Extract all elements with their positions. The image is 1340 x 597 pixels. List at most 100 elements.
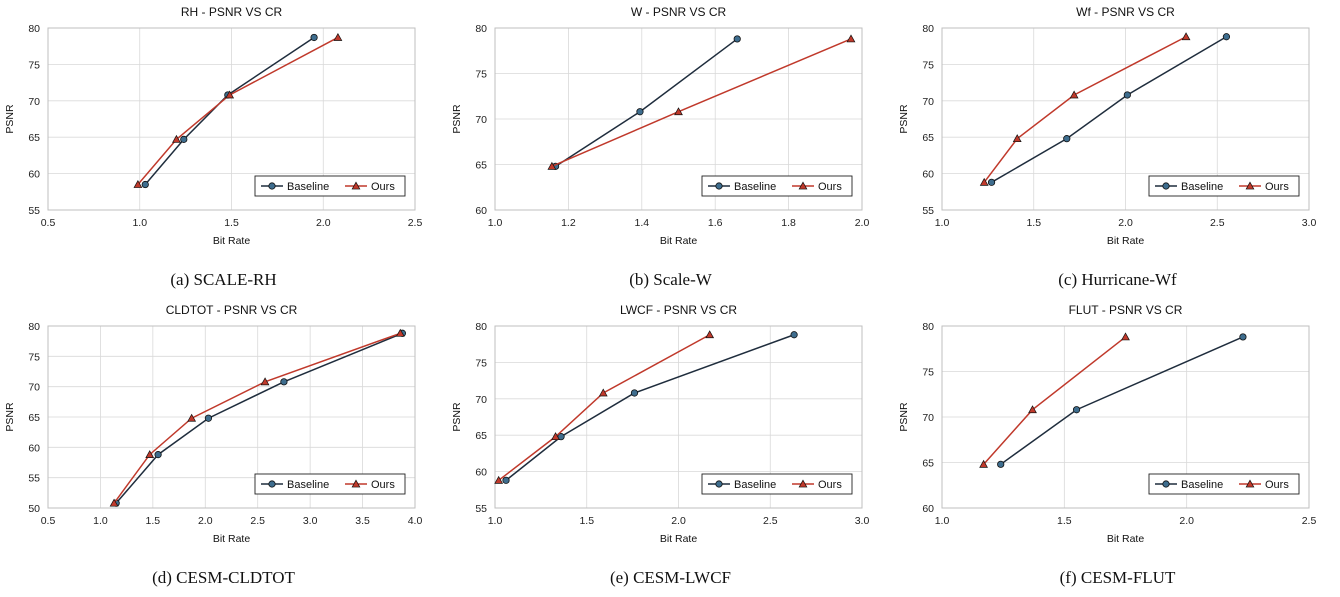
x-tick-label: 1.5 <box>579 515 594 527</box>
y-axis-label: PSNR <box>451 104 463 134</box>
y-tick-label: 70 <box>922 412 934 424</box>
legend: Baseline Ours <box>701 175 853 197</box>
data-point-baseline <box>1072 406 1081 414</box>
series-line-ours <box>551 38 852 168</box>
x-tick-label: 1.5 <box>1026 217 1041 229</box>
data-point-baseline <box>204 414 213 422</box>
figure-caption: (c) Hurricane-Wf <box>1058 270 1177 289</box>
y-tick-label: 60 <box>475 467 487 479</box>
data-point-ours <box>225 90 235 99</box>
data-point-baseline <box>141 180 149 189</box>
figure-caption: (d) CESM-CLDTOT <box>152 568 295 587</box>
series-line-ours <box>137 36 339 186</box>
data-point-baseline <box>636 108 644 116</box>
y-tick-label: 55 <box>28 473 40 485</box>
legend-box <box>1148 473 1300 495</box>
y-tick-label: 70 <box>28 96 40 108</box>
data-point-ours <box>395 328 405 337</box>
series-line-ours <box>983 336 1126 465</box>
y-tick-label: 70 <box>475 394 487 406</box>
x-tick-label: 1.0 <box>93 515 108 527</box>
x-tick-label: 2.5 <box>1302 515 1317 527</box>
data-point-ours <box>846 34 856 43</box>
x-tick-label: 2.5 <box>408 217 423 229</box>
data-point-baseline <box>310 33 318 42</box>
x-tick-label: 1.4 <box>634 217 649 229</box>
figure-caption: (f) CESM-FLUT <box>1059 568 1176 587</box>
x-tick-label: 2.0 <box>198 515 213 527</box>
legend-marker <box>1162 182 1170 190</box>
x-tick-label: 1.0 <box>132 217 147 229</box>
x-tick-label: 1.2 <box>561 217 576 229</box>
plot-frame <box>941 27 1310 211</box>
x-axis-label: Bit Rate <box>213 235 251 247</box>
data-point-ours <box>979 177 989 186</box>
figure-caption: (b) Scale-W <box>629 270 712 289</box>
legend: Baseline Ours <box>254 175 406 197</box>
data-point-baseline <box>154 451 162 459</box>
x-tick-label: 0.5 <box>41 515 56 527</box>
y-tick-label: 70 <box>922 96 934 108</box>
chart-panel: RH - PSNR VS CR 55 60 65 70 75 80 0.5 1.0 1.5 2.0 2… <box>0 0 447 298</box>
data-point-baseline <box>630 389 639 397</box>
y-tick-label: 65 <box>922 132 934 144</box>
data-point-baseline <box>987 178 996 186</box>
y-tick-label: 60 <box>28 169 40 181</box>
figure-caption: (e) CESM-LWCF <box>609 568 732 587</box>
data-point-baseline <box>502 476 510 484</box>
y-tick-label: 55 <box>475 503 487 515</box>
y-tick-label: 60 <box>28 442 40 454</box>
chart-title: LWCF - PSNR VS CR <box>620 303 737 317</box>
x-tick-label: 3.0 <box>1302 217 1317 229</box>
x-tick-label: 3.0 <box>303 515 318 527</box>
x-axis-label: Bit Rate <box>1107 533 1145 545</box>
y-tick-label: 65 <box>475 430 487 442</box>
y-tick-label: 55 <box>922 205 934 217</box>
data-point-ours <box>674 107 683 116</box>
data-point-ours <box>1028 405 1037 414</box>
x-tick-label: 1.5 <box>146 515 161 527</box>
chart-panel: FLUT - PSNR VS CR 60 65 70 75 80 1.0 1.5 2.0 2.5 B… <box>894 298 1340 596</box>
data-point-ours <box>145 450 155 459</box>
x-tick-label: 1.0 <box>488 217 503 229</box>
y-tick-label: 70 <box>28 382 40 394</box>
legend-label: Ours <box>371 479 395 491</box>
plot-frame <box>494 325 863 509</box>
x-tick-label: 3.0 <box>855 515 870 527</box>
y-tick-label: 65 <box>475 160 487 172</box>
legend-label: Baseline <box>1181 479 1223 491</box>
chart-panel: CLDTOT - PSNR VS CR 50 55 60 65 70 75 80 0.5 1.0 1… <box>0 298 447 596</box>
data-point-ours <box>598 388 608 397</box>
data-point-ours <box>1012 134 1022 143</box>
series-line-ours <box>983 36 1187 183</box>
chart-svg: FLUT - PSNR VS CR 60 65 70 75 80 1.0 1.5 2.0 2.5 B… <box>898 303 1317 545</box>
x-tick-label: 2.0 <box>1179 515 1194 527</box>
legend-marker <box>1162 480 1170 488</box>
chart-panel: LWCF - PSNR VS CR 55 60 65 70 75 80 1.0 1.5 2.0 2.… <box>447 298 894 596</box>
x-tick-label: 2.5 <box>250 515 265 527</box>
y-tick-label: 75 <box>922 367 934 379</box>
y-axis-label: PSNR <box>4 402 16 432</box>
data-point-baseline <box>180 135 188 143</box>
x-axis-label: Bit Rate <box>213 533 251 545</box>
legend-label: Ours <box>818 181 842 193</box>
y-tick-label: 75 <box>28 351 40 363</box>
y-axis-label: PSNR <box>898 104 910 134</box>
series-line-baseline <box>555 38 738 167</box>
chart-panel: W - PSNR VS CR 60 65 70 75 80 1.0 1.2 1.4 1.6 1.8 2… <box>447 0 894 298</box>
x-tick-label: 0.5 <box>41 217 56 229</box>
data-point-baseline <box>997 460 1005 468</box>
plot-frame <box>47 325 416 509</box>
chart-svg: Wf - PSNR VS CR 55 60 65 70 75 80 1.0 1.5 2.0 2.5 3… <box>898 5 1317 247</box>
legend-marker <box>798 181 808 190</box>
legend-label: Ours <box>1265 479 1289 491</box>
x-axis-label: Bit Rate <box>1107 235 1145 247</box>
legend-label: Baseline <box>1181 181 1223 193</box>
figure-caption: (a) SCALE-RH <box>170 270 277 289</box>
y-tick-label: 80 <box>28 321 40 333</box>
legend-label: Ours <box>371 181 395 193</box>
series-line-baseline <box>1000 336 1244 465</box>
x-axis-label: Bit Rate <box>660 235 698 247</box>
x-tick-label: 1.0 <box>935 515 950 527</box>
